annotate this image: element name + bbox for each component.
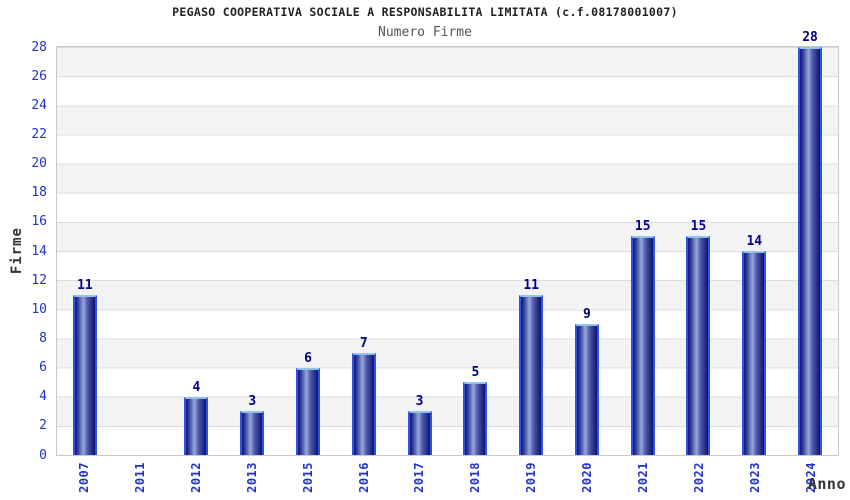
bar-value-label: 4	[192, 379, 201, 395]
bar-2013	[240, 411, 265, 455]
bar-2022	[686, 236, 711, 455]
x-tick-slot: 2017	[392, 462, 448, 500]
bar-slot: 11	[57, 47, 113, 455]
y-axis-ticks: 0 2 4 6 8 10 12 14 16 18 20 22 24 26 28	[0, 40, 51, 463]
bar-value-label: 7	[359, 336, 368, 351]
y-tick-label: 10	[31, 301, 47, 317]
bar-slot: 3	[224, 47, 280, 455]
x-tick-slot: 2007	[56, 462, 112, 500]
bar-slot: 14	[726, 47, 782, 455]
y-tick-label: 0	[39, 447, 47, 463]
x-tick-label: 2021	[636, 462, 651, 493]
bar-slot: 15	[615, 47, 671, 455]
bar-slot: 3	[392, 47, 448, 455]
bar-2017	[407, 411, 432, 455]
x-tick-label: 2016	[356, 462, 371, 493]
y-tick-label: 18	[31, 185, 47, 201]
bar-slot: 28	[782, 31, 838, 455]
plot-area: 11 4 3 6 7 3 5 11 9 15 15 14 28	[56, 31, 839, 456]
y-tick-label: 6	[39, 360, 47, 376]
bar-slot: 4	[169, 47, 225, 455]
chart-title: PEGASO COOPERATIVA SOCIALE A RESPONSABIL…	[172, 5, 678, 19]
x-tick-slot: 2011	[112, 462, 168, 500]
x-tick-label: 2015	[300, 462, 315, 493]
bar-slot: 5	[447, 47, 503, 455]
x-tick-label: 2012	[188, 462, 203, 493]
x-tick-label: 2013	[244, 462, 259, 493]
bar-value-label: 14	[746, 234, 763, 249]
x-tick-slot: 2019	[503, 462, 559, 500]
x-tick-slot: 2018	[447, 462, 503, 500]
y-tick-label: 24	[31, 97, 47, 113]
bar-value-label: 3	[415, 394, 424, 410]
bar-value-label: 11	[523, 277, 539, 293]
bar-2016	[351, 353, 376, 455]
bar-value-label: 5	[471, 365, 480, 381]
bar-value-label: 15	[634, 219, 651, 235]
y-tick-label: 16	[31, 214, 47, 230]
x-tick-label: 2020	[580, 462, 595, 493]
bar-slot: 9	[559, 47, 615, 455]
x-tick-slot: 2013	[224, 462, 280, 500]
x-tick-slot: 2012	[168, 462, 224, 500]
x-tick-slot: 2015	[280, 462, 336, 500]
bar-value-label: 15	[690, 219, 707, 235]
bar-value-label: 28	[802, 30, 818, 45]
bar-2007	[72, 294, 97, 455]
x-tick-slot: 2020	[559, 462, 615, 500]
bar-value-label: 6	[304, 350, 312, 366]
x-tick-label: 2018	[468, 462, 483, 493]
bar-2023	[742, 251, 767, 455]
bar-slot	[113, 47, 169, 455]
y-tick-label: 22	[31, 126, 47, 142]
bar-2019	[519, 294, 544, 455]
x-tick-slot: 2021	[615, 462, 671, 500]
bar-slot: 15	[671, 47, 727, 455]
y-tick-label: 14	[31, 243, 47, 259]
y-tick-label: 8	[39, 330, 47, 346]
x-tick-label: 2007	[76, 462, 91, 493]
bar-slot: 6	[280, 47, 336, 455]
chart-subtitle: Numero Firme	[378, 25, 472, 40]
bar-slot: 7	[336, 47, 392, 455]
x-tick-label: 2011	[132, 462, 147, 493]
bar-2020	[574, 323, 599, 455]
bar-2015	[296, 367, 321, 455]
bar-value-label: 9	[583, 306, 591, 322]
bar-value-label: 11	[77, 277, 93, 293]
x-axis-ticks: 2007 2011 2012 2013 2015 2016 2017 2018 2019 2020…	[56, 462, 839, 500]
y-tick-label: 20	[31, 156, 47, 172]
bar-2018	[463, 382, 488, 455]
x-tick-slot: 2016	[336, 462, 392, 500]
x-axis-title: Anno	[807, 475, 846, 493]
y-tick-label: 2	[39, 418, 47, 434]
bar-2012	[184, 396, 209, 455]
x-tick-slot: 2022	[671, 462, 727, 500]
x-tick-slot: 2023	[727, 462, 783, 500]
bar-value-label: 3	[248, 394, 257, 410]
y-tick-label: 12	[31, 272, 47, 288]
x-tick-label: 2022	[692, 462, 707, 493]
x-tick-label: 2017	[412, 462, 427, 493]
bar-slot: 11	[503, 47, 559, 455]
bar-2024	[798, 47, 823, 455]
bar-2021	[630, 236, 655, 455]
bars-container: 11 4 3 6 7 3 5 11 9 15 15 14 28	[57, 31, 838, 455]
y-tick-label: 26	[31, 68, 47, 84]
x-tick-label: 2019	[524, 462, 539, 493]
y-tick-label: 28	[31, 39, 47, 55]
y-tick-label: 4	[39, 389, 47, 405]
x-tick-label: 2023	[748, 462, 763, 493]
